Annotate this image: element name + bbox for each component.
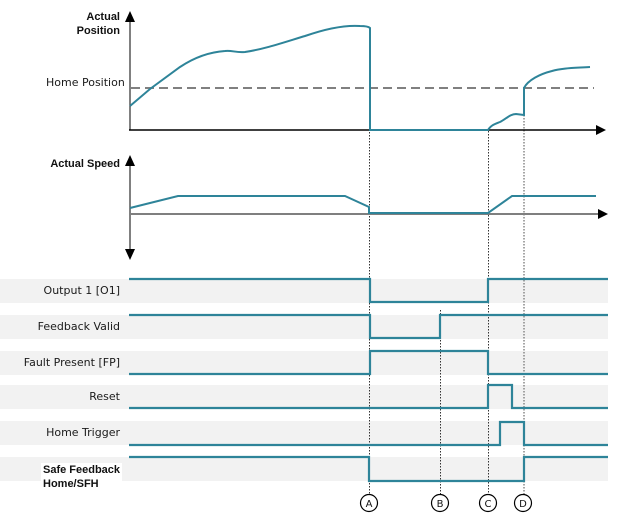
signal-reset	[129, 383, 608, 410]
marker-d-label: D	[519, 499, 527, 510]
marker-c-label: C	[485, 499, 492, 510]
digital-signals	[129, 277, 608, 483]
marker-c-circle	[478, 493, 498, 513]
marker-d-circle	[513, 493, 533, 513]
position-axes	[125, 11, 606, 135]
sfh-label-line2: Home/SFH	[43, 478, 99, 490]
row-label-home-trigger: Home Trigger	[46, 426, 120, 439]
sfh-label-line1: Safe Feedback	[43, 464, 121, 476]
position-axis-label: Actual Position	[60, 10, 120, 38]
band-feedback-valid	[0, 315, 608, 339]
band-reset	[0, 385, 608, 409]
band-output-1	[0, 279, 608, 303]
position-y-arrow-icon	[125, 11, 135, 22]
row-label-output-1: Output 1 [O1]	[43, 284, 120, 297]
position-axis-label-line2: Position	[76, 25, 120, 37]
position-axis-label-line1: Actual	[86, 11, 120, 23]
signal-home-trigger	[129, 420, 608, 447]
row-label-fault-present: Fault Present [FP]	[23, 356, 120, 369]
speed-x-arrow-icon	[598, 209, 608, 219]
row-label-feedback-valid: Feedback Valid	[37, 320, 120, 333]
speed-y-down-arrow-icon	[125, 249, 135, 260]
marker-a-circle	[359, 493, 379, 513]
signal-fault-present	[129, 349, 608, 376]
speed-curve	[129, 195, 596, 214]
marker-b-circle	[430, 493, 450, 513]
marker-b-label: B	[437, 499, 444, 510]
speed-y-up-arrow-icon	[125, 155, 135, 166]
row-label-sfh: Safe Feedback Home/SFH	[41, 463, 123, 491]
row-label-reset: Reset	[89, 390, 120, 403]
speed-axis-label: Actual Speed	[50, 158, 120, 170]
speed-axes	[125, 155, 608, 260]
signal-sfh	[129, 455, 608, 483]
position-curve	[129, 24, 591, 131]
home-position-label: Home Position	[46, 76, 125, 89]
band-fault-present	[0, 351, 608, 375]
signal-output-1	[129, 277, 608, 304]
position-x-arrow-icon	[596, 125, 606, 135]
band-home-trigger	[0, 421, 608, 445]
markers	[359, 493, 533, 513]
signal-feedback-valid	[129, 313, 608, 340]
marker-a-label: A	[366, 499, 373, 510]
